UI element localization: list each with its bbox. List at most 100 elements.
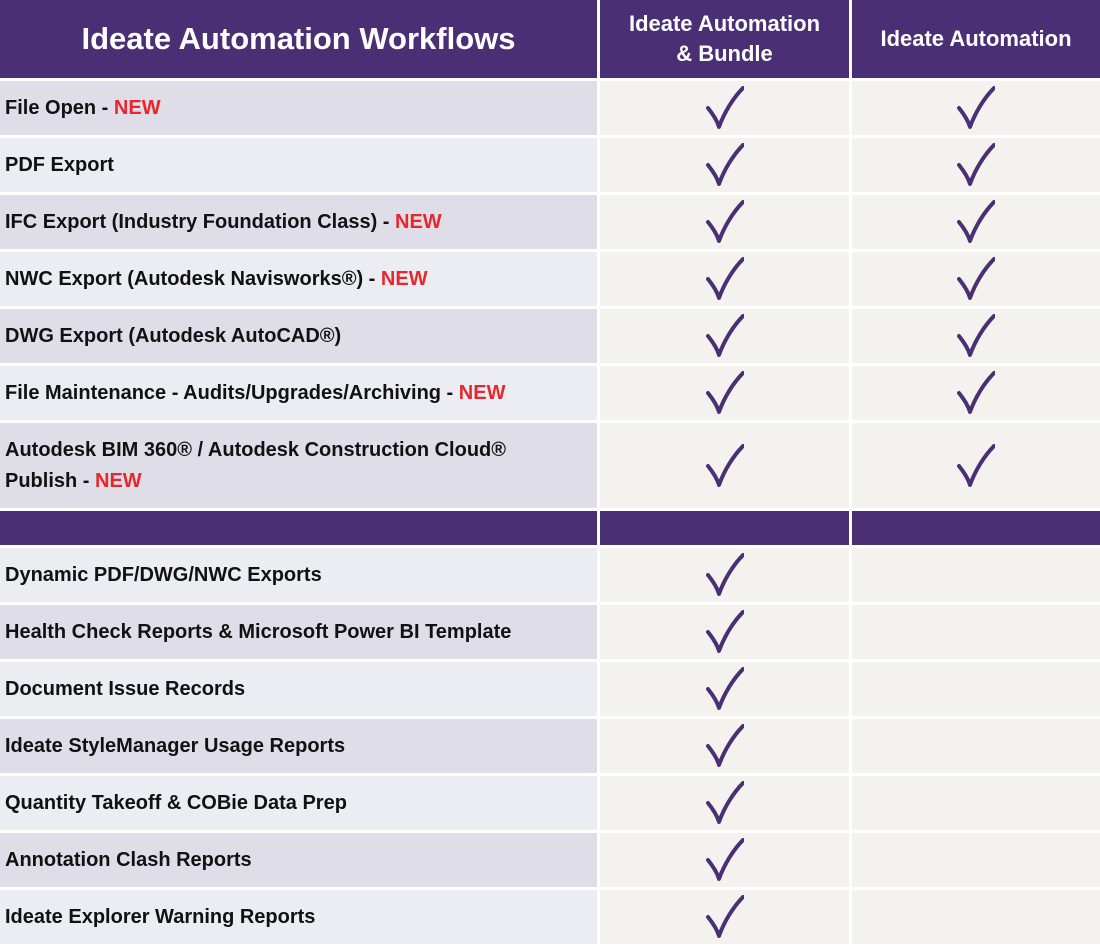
automation-check-cell [852, 605, 1100, 659]
section-divider-automation [852, 511, 1100, 545]
feature-label: Quantity Takeoff & COBie Data Prep [5, 788, 347, 819]
check-icon [957, 143, 995, 186]
feature-label: Ideate StyleManager Usage Reports [5, 731, 345, 762]
check-icon [705, 86, 744, 129]
feature-label: DWG Export (Autodesk AutoCAD®) [5, 321, 341, 352]
feature-label-text: PDF Export [5, 153, 114, 176]
bundle-check-cell [600, 423, 849, 508]
bundle-check-cell [600, 81, 849, 135]
check-icon [705, 371, 744, 414]
bundle-check-cell [600, 548, 849, 602]
new-badge: NEW [458, 381, 506, 404]
column-header-automation-text: Ideate Automation [880, 26, 1072, 51]
feature-cell: NWC Export (Autodesk Navisworks®) - NEW [0, 252, 597, 306]
feature-label: File Maintenance - Audits/Upgrades/Archi… [5, 378, 505, 409]
check-icon [705, 838, 744, 881]
bundle-check-cell [600, 138, 849, 192]
automation-check-cell [852, 548, 1100, 602]
automation-check-cell [852, 776, 1100, 830]
section-divider-feature [0, 511, 597, 545]
table-title-text: Ideate Automation Workflows [81, 21, 516, 56]
check-icon [705, 895, 744, 938]
feature-cell: Health Check Reports & Microsoft Power B… [0, 605, 597, 659]
feature-cell: File Maintenance - Audits/Upgrades/Archi… [0, 366, 597, 420]
feature-label-text: Quantity Takeoff & COBie Data Prep [5, 791, 347, 814]
automation-check-cell [852, 309, 1100, 363]
section-divider-bundle [600, 511, 849, 545]
feature-label-text: Health Check Reports & Microsoft Power B… [5, 620, 512, 643]
feature-label-text: File Open - [5, 96, 114, 119]
feature-label: Annotation Clash Reports [5, 845, 252, 876]
feature-label-text: File Maintenance - Audits/Upgrades/Archi… [5, 381, 459, 404]
feature-cell: Quantity Takeoff & COBie Data Prep [0, 776, 597, 830]
feature-label: File Open - NEW [5, 93, 161, 124]
check-icon [705, 553, 744, 596]
automation-check-cell [852, 662, 1100, 716]
feature-label-text: NWC Export (Autodesk Navisworks®) - [5, 267, 381, 290]
feature-label: IFC Export (Industry Foundation Class) -… [5, 207, 442, 238]
feature-label: NWC Export (Autodesk Navisworks®) - NEW [5, 264, 428, 295]
feature-label-text: Ideate Explorer Warning Reports [5, 905, 316, 928]
check-icon [957, 86, 995, 129]
bundle-check-cell [600, 833, 849, 887]
column-header-bundle: Ideate Automation & Bundle [600, 0, 849, 78]
feature-label-text: Annotation Clash Reports [5, 848, 252, 871]
check-icon [705, 724, 744, 767]
automation-check-cell [852, 81, 1100, 135]
bundle-check-cell [600, 605, 849, 659]
check-icon [957, 314, 995, 357]
check-icon [705, 257, 744, 300]
check-icon [957, 443, 995, 487]
feature-cell: IFC Export (Industry Foundation Class) -… [0, 195, 597, 249]
check-icon [957, 371, 995, 414]
check-icon [957, 257, 995, 300]
feature-label-line1: Autodesk BIM 360® / Autodesk Constructio… [5, 438, 506, 461]
new-badge: NEW [95, 469, 142, 492]
feature-label: Dynamic PDF/DWG/NWC Exports [5, 560, 322, 591]
feature-label-text: Dynamic PDF/DWG/NWC Exports [5, 563, 322, 586]
check-icon [705, 667, 744, 710]
feature-label: Health Check Reports & Microsoft Power B… [5, 617, 511, 648]
check-icon [705, 443, 744, 487]
feature-label: Document Issue Records [5, 674, 245, 705]
feature-label-text: Document Issue Records [5, 677, 246, 700]
column-header-bundle-line1: Ideate Automation [628, 11, 821, 36]
bundle-check-cell [600, 776, 849, 830]
check-icon [957, 200, 995, 243]
feature-cell: Dynamic PDF/DWG/NWC Exports [0, 548, 597, 602]
feature-label-text: IFC Export (Industry Foundation Class) - [5, 210, 395, 233]
check-icon [705, 143, 744, 186]
bundle-check-cell [600, 890, 849, 944]
automation-check-cell [852, 890, 1100, 944]
automation-check-cell [852, 366, 1100, 420]
bundle-check-cell [600, 366, 849, 420]
automation-check-cell [852, 195, 1100, 249]
feature-cell: DWG Export (Autodesk AutoCAD®) [0, 309, 597, 363]
feature-cell: Annotation Clash Reports [0, 833, 597, 887]
automation-check-cell [852, 833, 1100, 887]
column-header-automation: Ideate Automation [852, 0, 1100, 78]
feature-label: PDF Export [5, 150, 114, 181]
check-icon [705, 781, 744, 824]
new-badge: NEW [380, 267, 428, 290]
feature-cell: File Open - NEW [0, 81, 597, 135]
feature-label-text: Publish - [5, 469, 95, 492]
bundle-check-cell [600, 719, 849, 773]
feature-cell: Ideate StyleManager Usage Reports [0, 719, 597, 773]
column-header-bundle-line2: & Bundle [676, 41, 773, 66]
automation-check-cell [852, 138, 1100, 192]
bundle-check-cell [600, 252, 849, 306]
table-title: Ideate Automation Workflows [0, 0, 597, 78]
feature-label-text: Ideate StyleManager Usage Reports [5, 734, 346, 757]
check-icon [705, 200, 744, 243]
new-badge: NEW [113, 96, 161, 119]
bundle-check-cell [600, 662, 849, 716]
feature-cell: PDF Export [0, 138, 597, 192]
check-icon [705, 610, 744, 653]
automation-check-cell [852, 252, 1100, 306]
feature-cell: Ideate Explorer Warning Reports [0, 890, 597, 944]
feature-label: Ideate Explorer Warning Reports [5, 902, 315, 933]
feature-label: Autodesk BIM 360® / Autodesk Constructio… [5, 435, 506, 497]
feature-cell: Document Issue Records [0, 662, 597, 716]
